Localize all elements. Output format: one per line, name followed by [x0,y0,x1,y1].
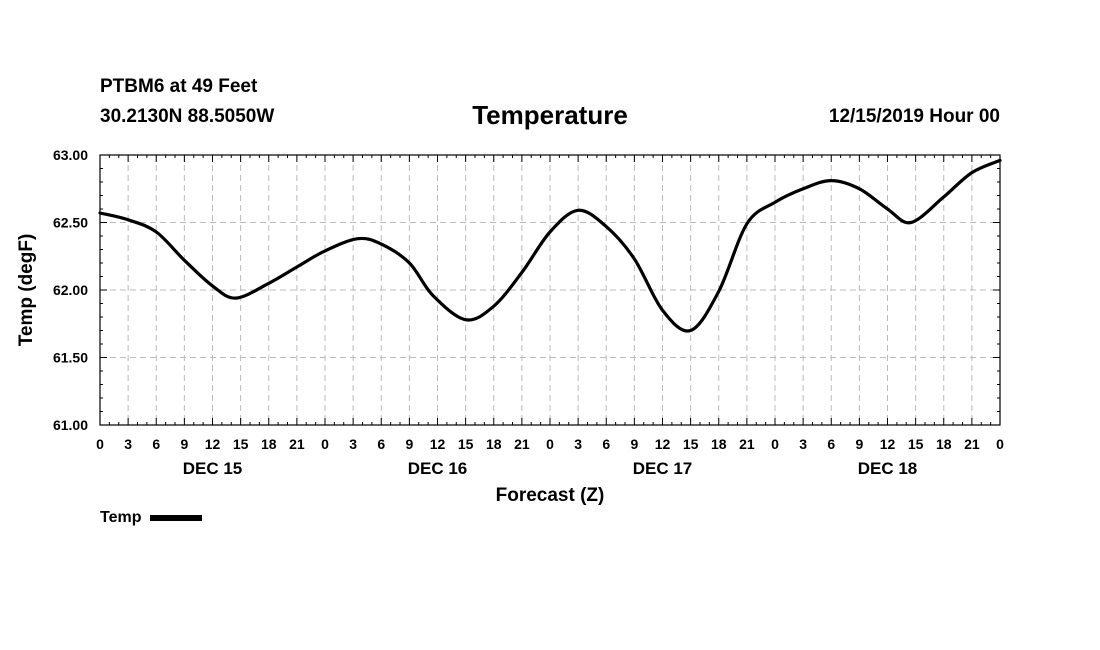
x-tick-label: 12 [205,436,221,452]
series-line-temp [98,158,1002,333]
plot-frame [99,154,1001,426]
day-label: DEC 18 [858,459,918,478]
tick-labels: 0 3 6 9 12 15 18 21 0 3 6 9 12 15 18 21 0 3 6 9 12 15 18 21 0 3 6 9… [53,147,1004,478]
y-tick-label: 63.00 [53,147,88,163]
legend-label: Temp [100,509,142,526]
y-tick-label: 62.00 [53,282,88,298]
station-name: PTBM6 at 49 Feet [100,76,258,97]
x-tick-label: 6 [152,436,160,452]
x-tick-label: 0 [96,436,104,452]
legend-line-swatch [150,515,203,521]
station-coordinates: 30.2130N 88.5050W [100,106,275,127]
legend: Temp [100,509,203,527]
x-tick-label: 9 [180,436,188,452]
grid-lines [100,155,1000,425]
series-layer [98,158,1002,333]
x-tick-label: 3 [799,436,807,452]
y-tick-label: 61.00 [53,417,88,433]
x-tick-label: 12 [880,436,896,452]
y-axis-label: Temp (degF) [16,234,37,347]
x-tick-label: 21 [514,436,530,452]
x-tick-label: 6 [602,436,610,452]
x-tick-label: 15 [683,436,699,452]
x-tick-label: 18 [486,436,502,452]
x-axis-label: Forecast (Z) [496,485,605,506]
day-label: DEC 15 [183,459,243,478]
x-tick-label: 6 [827,436,835,452]
x-tick-label: 18 [936,436,952,452]
x-tick-label: 18 [711,436,727,452]
x-tick-label: 0 [321,436,329,452]
x-tick-label: 0 [996,436,1004,452]
x-tick-label: 0 [546,436,554,452]
day-label: DEC 17 [633,459,693,478]
x-tick-label: 0 [771,436,779,452]
x-tick-label: 12 [655,436,671,452]
y-tick-label: 62.50 [53,215,88,231]
chart-title: Temperature [472,100,628,130]
x-tick-label: 21 [964,436,980,452]
x-tick-label: 15 [458,436,474,452]
x-tick-label: 21 [289,436,305,452]
x-tick-label: 9 [405,436,413,452]
x-tick-label: 15 [233,436,249,452]
day-label: DEC 16 [408,459,468,478]
x-tick-label: 18 [261,436,277,452]
forecast-datetime: 12/15/2019 Hour 00 [828,106,1000,127]
x-tick-label: 3 [124,436,132,452]
y-tick-label: 61.50 [53,350,88,366]
x-tick-label: 3 [349,436,357,452]
x-tick-label: 12 [430,436,446,452]
x-tick-label: 6 [377,436,385,452]
x-tick-label: 3 [574,436,582,452]
x-tick-label: 21 [739,436,755,452]
x-tick-label: 15 [908,436,924,452]
x-tick-label: 9 [630,436,638,452]
x-tick-label: 9 [855,436,863,452]
